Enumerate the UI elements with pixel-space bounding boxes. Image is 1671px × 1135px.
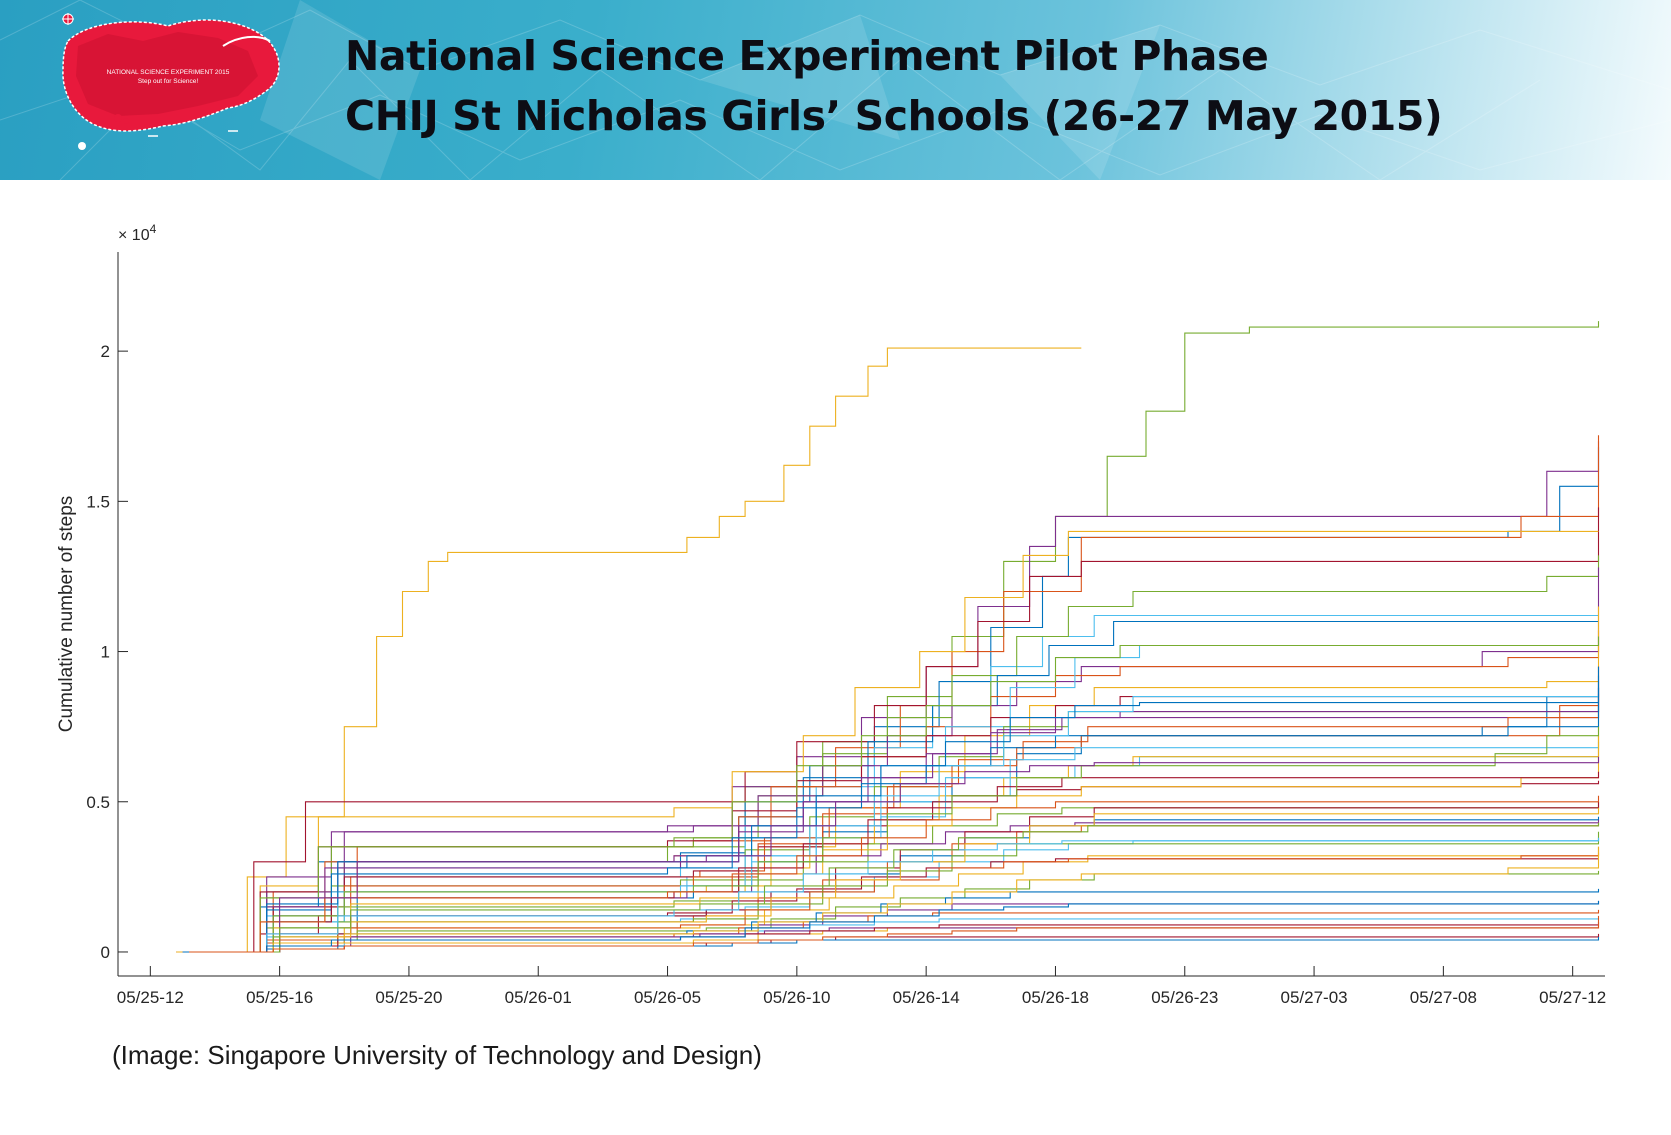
series-line-5 xyxy=(182,435,1600,953)
x-tick-label: 05/27-08 xyxy=(1410,988,1477,1007)
y-axis-label: Cumulative number of steps xyxy=(56,496,77,733)
series-line-14 xyxy=(189,606,1600,953)
series-line-49 xyxy=(189,807,1600,953)
x-tick-label: 05/26-05 xyxy=(634,988,701,1007)
y-tick-label: 0 xyxy=(101,943,110,962)
series-line-46 xyxy=(182,846,1600,953)
series-line-4 xyxy=(182,447,1600,953)
series-line-29 xyxy=(182,858,1599,953)
series-line-15 xyxy=(182,666,1600,953)
y-tick-label: 1.5 xyxy=(86,492,110,511)
series-line-27 xyxy=(182,837,1600,953)
logo-text-line2: Step out for Science! xyxy=(137,78,199,85)
logo-map xyxy=(62,13,280,150)
series-line-6 xyxy=(176,507,1600,953)
y-tick-label: 1 xyxy=(101,643,110,662)
series-line-59 xyxy=(182,900,1600,953)
series-line-56 xyxy=(189,846,1600,953)
x-tick-label: 05/25-12 xyxy=(117,988,184,1007)
y-exponent-power: 4 xyxy=(150,222,157,236)
series-line-19 xyxy=(189,696,1600,953)
series-line-51 xyxy=(189,726,1600,953)
logo-text-line1: NATIONAL SCIENCE EXPERIMENT 2015 xyxy=(106,69,230,76)
series-line-34 xyxy=(189,918,1599,953)
series-line-21 xyxy=(182,696,1600,953)
series-line-58 xyxy=(189,822,1600,953)
chart-axes xyxy=(117,252,1605,977)
x-tick-label: 05/26-01 xyxy=(505,988,572,1007)
x-tick-label: 05/26-23 xyxy=(1151,988,1218,1007)
series-line-37 xyxy=(182,936,1600,953)
x-ticks: 05/25-12 05/25-16 05/25-20 05/26-01 05/26-05… xyxy=(117,966,1606,1007)
series-line-16 xyxy=(182,705,1600,953)
y-axis-exponent-label: × 104 xyxy=(118,222,157,244)
series-line-35 xyxy=(182,924,1600,953)
x-tick-label: 05/26-14 xyxy=(893,988,960,1007)
series-line-9 xyxy=(182,555,1600,953)
series-line-60 xyxy=(189,915,1600,953)
y-tick-label: 2 xyxy=(101,342,110,361)
series-line-52 xyxy=(182,687,1600,953)
x-tick-label: 05/26-18 xyxy=(1022,988,1089,1007)
series-line-48 xyxy=(182,696,1599,953)
series-line-38 xyxy=(182,636,1600,953)
image-credit-caption: (Image: Singapore University of Technolo… xyxy=(112,1040,762,1070)
x-tick-label: 05/26-10 xyxy=(763,988,830,1007)
series-line-13 xyxy=(182,644,1185,953)
series-line-7 xyxy=(176,530,1599,953)
series-line-32 xyxy=(189,900,1600,953)
x-tick-label: 05/25-20 xyxy=(375,988,442,1007)
series-line-24 xyxy=(189,816,1600,953)
page-title-line1: National Science Experiment Pilot Phase xyxy=(345,32,1269,80)
x-tick-label: 05/27-12 xyxy=(1539,988,1606,1007)
series-lines xyxy=(176,321,1600,953)
series-line-54 xyxy=(189,756,1600,953)
series-line-11 xyxy=(182,567,1600,953)
x-tick-label: 05/25-16 xyxy=(246,988,313,1007)
x-tick-label: 05/27-03 xyxy=(1281,988,1348,1007)
series-line-55 xyxy=(182,837,1600,953)
y-ticks: 0 0.5 1 1.5 2 xyxy=(86,342,128,962)
banner-background-pattern xyxy=(0,0,1671,180)
header-banner: NATIONAL SCIENCE EXPERIMENT 2015 Step ou… xyxy=(0,0,1671,180)
series-line-53 xyxy=(182,795,1600,953)
series-line-44 xyxy=(182,666,1600,953)
y-exponent-base: × 10 xyxy=(118,227,150,244)
page-title-line2: CHIJ St Nicholas Girls’ Schools (26-27 M… xyxy=(345,92,1443,140)
y-tick-label: 0.5 xyxy=(86,793,110,812)
step-count-chart: 0 0.5 1 1.5 2 05/25-12 05/25-16 05/25-20 05/26-… xyxy=(56,222,1606,1007)
